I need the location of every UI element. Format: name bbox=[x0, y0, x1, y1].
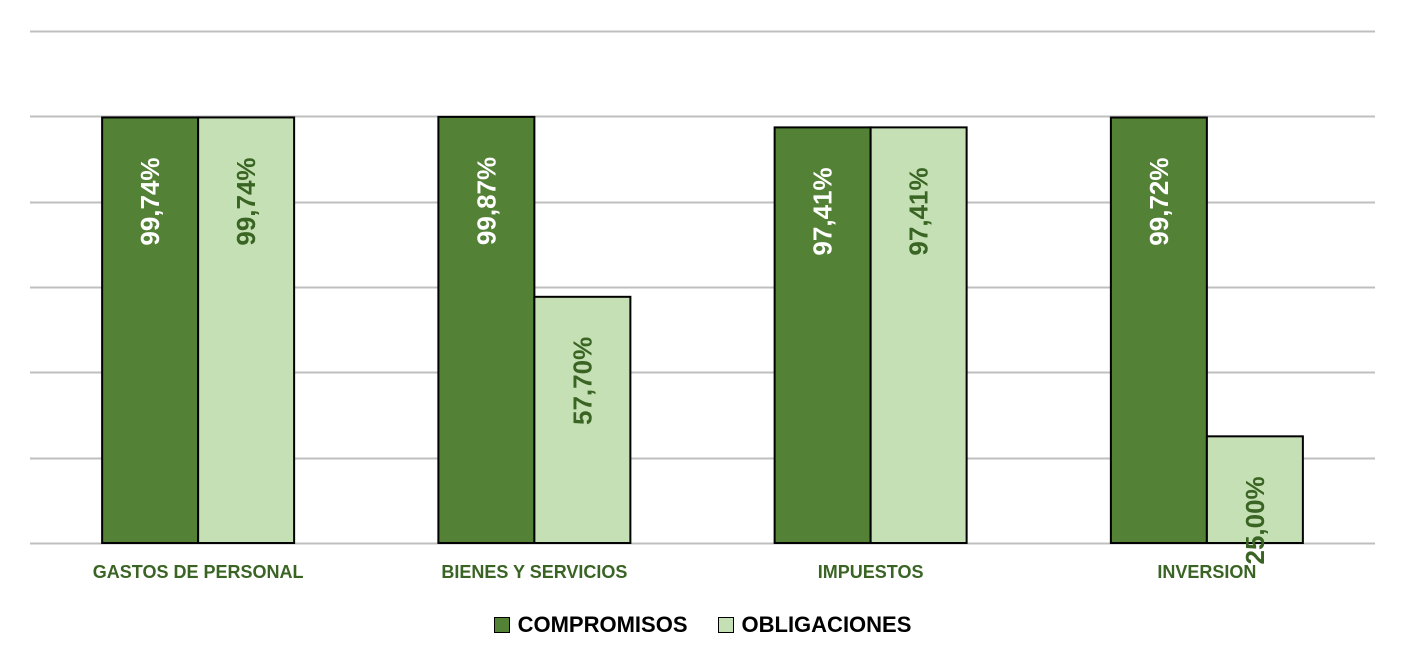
data-label-obligaciones-2: 57,70% bbox=[567, 337, 597, 425]
legend-swatch-obligaciones bbox=[717, 617, 734, 633]
data-label-obligaciones-3: 97,41% bbox=[904, 167, 934, 255]
category-label: GASTOS DE PERSONAL bbox=[93, 562, 304, 582]
data-label-compromisos-2: 99,87% bbox=[471, 157, 501, 245]
legend-item-obligaciones: OBLIGACIONES bbox=[717, 612, 912, 638]
bar-compromisos-1 bbox=[101, 116, 200, 545]
bar-obligaciones-4 bbox=[1205, 435, 1304, 545]
category-labels: GASTOS DE PERSONAL BIENES Y SERVICIOS IMPU… bbox=[93, 562, 1257, 582]
bar-obligaciones-3 bbox=[869, 126, 968, 544]
data-label-obligaciones-1: 99,74% bbox=[231, 157, 261, 245]
bar-compromisos-2 bbox=[437, 115, 536, 544]
legend-swatch-compromisos bbox=[493, 617, 510, 633]
data-label-obligaciones-4: 25,00% bbox=[1240, 476, 1270, 564]
data-labels: 99,74% 99,74% 99,87% 57,70% 97,41% 97,41% 99,7… bbox=[135, 157, 1270, 565]
data-label-compromisos-4: 99,72% bbox=[1144, 158, 1174, 246]
bar-obligaciones-1 bbox=[197, 116, 296, 545]
bar-compromisos-4 bbox=[1109, 116, 1208, 544]
legend-label-compromisos: COMPROMISOS bbox=[517, 612, 688, 637]
bar-obligaciones-2 bbox=[533, 295, 632, 544]
category-label: BIENES Y SERVICIOS bbox=[441, 562, 627, 582]
bar-compromisos-3 bbox=[773, 126, 872, 544]
data-label-compromisos-3: 97,41% bbox=[808, 167, 838, 255]
data-label-compromisos-1: 99,74% bbox=[135, 157, 165, 245]
bars bbox=[101, 115, 1304, 545]
legend-item-compromisos: COMPROMISOS bbox=[493, 612, 688, 638]
category-label: INVERSION bbox=[1157, 562, 1256, 582]
category-label: IMPUESTOS bbox=[818, 562, 924, 582]
legend: COMPROMISOS OBLIGACIONES bbox=[0, 612, 1405, 638]
legend-label-obligaciones: OBLIGACIONES bbox=[741, 612, 912, 637]
